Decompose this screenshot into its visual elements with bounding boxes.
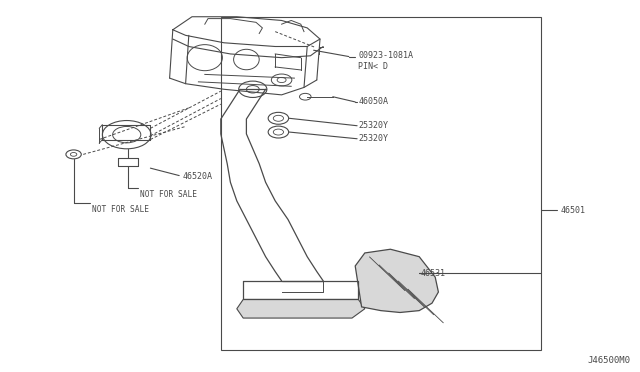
Text: 46501: 46501	[561, 206, 586, 215]
Text: 46531: 46531	[420, 269, 445, 278]
Bar	[221, 17, 541, 350]
Text: NOT FOR SALE: NOT FOR SALE	[140, 190, 196, 199]
Text: 46520A: 46520A	[182, 172, 212, 181]
Text: 25320Y: 25320Y	[358, 121, 388, 130]
Text: PIN< D: PIN< D	[358, 62, 388, 71]
Text: 25320Y: 25320Y	[358, 134, 388, 143]
Text: 46050A: 46050A	[358, 97, 388, 106]
Polygon shape	[355, 249, 438, 312]
Text: NOT FOR SALE: NOT FOR SALE	[92, 205, 148, 214]
Text: 00923-1081A: 00923-1081A	[358, 51, 413, 60]
Polygon shape	[237, 299, 365, 318]
Text: J46500M0: J46500M0	[588, 356, 630, 365]
